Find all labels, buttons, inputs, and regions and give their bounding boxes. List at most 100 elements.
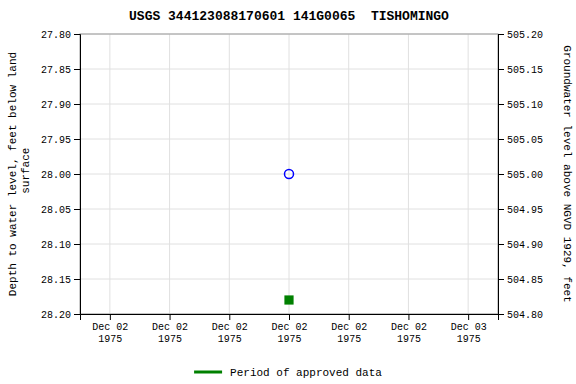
- y-tick: 28.05: [41, 205, 80, 216]
- x-tick: Dec 021975: [152, 314, 188, 345]
- x-tick-label-line: Dec 03: [451, 322, 487, 333]
- y-axis: 27.80 27.85 27.90 27.95 28.00 28.05 28.10 28.15…: [41, 30, 81, 321]
- y-tick-label: 28.10: [41, 240, 71, 251]
- grid-line-x: [468, 34, 469, 314]
- legend: Period of approved data: [194, 367, 382, 379]
- legend-label: Period of approved data: [230, 367, 382, 379]
- legend-swatch: [194, 371, 222, 374]
- y2-tick-mark: [498, 174, 504, 175]
- y2-tick-mark: [498, 314, 504, 315]
- x-tick-label: Dec 021975: [391, 322, 427, 345]
- y-tick-mark: [74, 314, 80, 315]
- x-tick-mark: [110, 314, 111, 320]
- x-tick-label-line: 1975: [98, 334, 122, 345]
- y2-tick-mark: [498, 34, 504, 35]
- grid-line-x: [348, 34, 349, 314]
- y-tick-label: 27.95: [41, 135, 71, 146]
- y2-tick: 505.20: [498, 30, 543, 41]
- point: [285, 296, 293, 304]
- y2-tick: 504.85: [498, 275, 543, 286]
- x-tick-label-line: Dec 02: [152, 322, 188, 333]
- x-tick-label-line: 1975: [457, 334, 481, 345]
- y-tick-mark: [74, 34, 80, 35]
- x-tick-label-line: Dec 02: [271, 322, 307, 333]
- x-tick: Dec 021975: [212, 314, 248, 345]
- x-axis: Dec 021975Dec 021975Dec 021975Dec 021975…: [81, 314, 499, 345]
- plot-frame: [80, 34, 498, 314]
- marks: [285, 170, 294, 305]
- x-tick: Dec 021975: [391, 314, 427, 345]
- y-tick: 27.85: [41, 65, 80, 76]
- series: [285, 296, 293, 304]
- title: USGS 344123088170601 141G0065 TISHOMINGO: [129, 9, 449, 24]
- x-tick-label-line: Dec 02: [331, 322, 367, 333]
- y-tick: 27.80: [41, 30, 80, 41]
- y2-tick-label: 504.80: [507, 310, 543, 321]
- x-tick: Dec 021975: [331, 314, 367, 345]
- y2-tick: 505.00: [498, 170, 543, 181]
- x-tick-mark: [229, 314, 230, 320]
- y2-tick-label: 505.15: [507, 65, 543, 76]
- y2-tick-label: 505.10: [507, 100, 543, 111]
- y2-tick-mark: [498, 104, 504, 105]
- y2-tick-mark: [498, 209, 504, 210]
- x-tick: Dec 021975: [92, 314, 128, 345]
- y2-tick-label: 505.00: [507, 170, 543, 181]
- y2-tick-mark: [498, 279, 504, 280]
- grid-line-x: [289, 34, 290, 314]
- y2-tick: 505.10: [498, 100, 543, 111]
- y-tick: 28.15: [41, 275, 80, 286]
- x-tick: Dec 031975: [451, 314, 487, 345]
- y2-axis-title: Groundwater level above NGVD 1929, feet: [561, 45, 573, 302]
- plot: Dec 021975Dec 021975Dec 021975Dec 021975…: [41, 30, 543, 345]
- x-tick-mark: [289, 314, 290, 320]
- y-tick-mark: [74, 104, 80, 105]
- y-tick-mark: [74, 69, 80, 70]
- chart: Dec 021975Dec 021975Dec 021975Dec 021975…: [0, 0, 576, 384]
- y-tick: 27.95: [41, 135, 80, 146]
- y-tick: 28.10: [41, 240, 80, 251]
- x-tick-label: Dec 021975: [152, 322, 188, 345]
- y-axis-title-line: Depth to water level, feet below land: [7, 52, 19, 296]
- y2-tick: 504.90: [498, 240, 543, 251]
- y-axis-title: Depth to water level, feet below land su…: [7, 52, 32, 296]
- grid-line-x: [408, 34, 409, 314]
- y2-tick-label: 504.85: [507, 275, 543, 286]
- y-tick-label: 27.80: [41, 30, 71, 41]
- y-tick: 28.00: [41, 170, 80, 181]
- y2-tick-label: 504.95: [507, 205, 543, 216]
- grid-line-x: [169, 34, 170, 314]
- y-tick: 27.90: [41, 100, 80, 111]
- y-tick-label: 28.20: [41, 310, 71, 321]
- x-tick-label: Dec 021975: [331, 322, 367, 345]
- y2-tick-label: 504.90: [507, 240, 543, 251]
- x-tick-label: Dec 021975: [271, 322, 307, 345]
- y-tick-mark: [74, 279, 80, 280]
- y2-tick: 505.15: [498, 65, 543, 76]
- y-tick: 28.20: [41, 310, 80, 321]
- grid-line-x: [229, 34, 230, 314]
- x-tick: Dec 021975: [271, 314, 307, 345]
- x-tick-label: Dec 021975: [92, 322, 128, 345]
- x-tick-label-line: 1975: [277, 334, 301, 345]
- y-tick-label: 27.90: [41, 100, 71, 111]
- x-tick-label-line: 1975: [218, 334, 242, 345]
- grid-line-x: [109, 34, 110, 314]
- x-axis-line: [81, 315, 499, 321]
- y2-axis: 505.20 505.15 505.10 505.05 505.00 504.95 504.…: [498, 30, 543, 321]
- y-tick-label: 27.85: [41, 65, 71, 76]
- y2-tick: 505.05: [498, 135, 543, 146]
- y-tick-label: 28.15: [41, 275, 71, 286]
- legend-item: Period of approved data: [194, 367, 382, 379]
- series: [285, 170, 294, 179]
- y-tick-label: 28.00: [41, 170, 71, 181]
- y-axis-title-line: surface: [20, 148, 32, 201]
- x-tick-label-line: Dec 02: [92, 322, 128, 333]
- y-tick-mark: [74, 174, 80, 175]
- x-tick-mark: [408, 314, 409, 320]
- y2-tick-mark: [498, 69, 504, 70]
- y2-axis-line: [499, 35, 505, 315]
- y-tick-label: 28.05: [41, 205, 71, 216]
- y-axis-line: [74, 35, 81, 315]
- y2-tick: 504.80: [498, 310, 543, 321]
